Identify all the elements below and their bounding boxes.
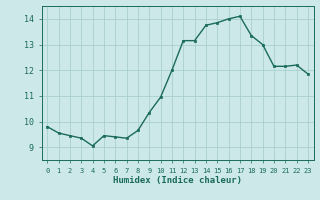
X-axis label: Humidex (Indice chaleur): Humidex (Indice chaleur) [113,176,242,185]
